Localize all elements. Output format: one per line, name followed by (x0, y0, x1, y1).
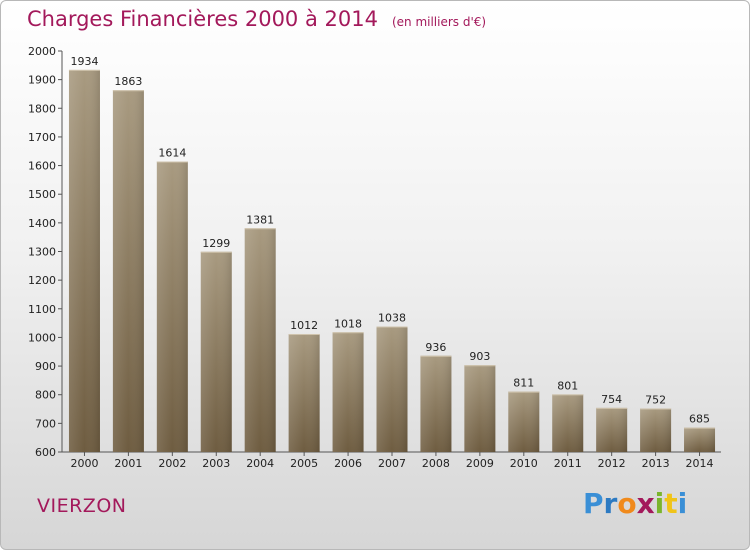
x-tick-label-2009: 2009 (466, 457, 494, 470)
logo-letter: i (677, 487, 688, 520)
x-tick-label-2005: 2005 (290, 457, 318, 470)
y-tick-label: 2000 (28, 45, 56, 58)
y-tick-label: 1400 (28, 217, 56, 230)
bar-shade-2012 (596, 407, 628, 452)
bar-shade-2014 (684, 427, 716, 452)
chart-title-text: Charges Financières 2000 à 2014 (27, 7, 378, 31)
data-label-2014: 685 (689, 413, 710, 426)
x-tick-label-2010: 2010 (510, 457, 538, 470)
data-label-2006: 1018 (334, 317, 362, 330)
bar-shade-2011 (552, 394, 584, 452)
data-labels: 1934 1863 1614 1299 1381 1012 1018 1038 936 903 81… (70, 55, 710, 426)
city-name: VIERZON (37, 495, 127, 517)
data-label-2008: 936 (425, 341, 446, 354)
x-tick-label-2008: 2008 (422, 457, 450, 470)
proxiti-logo: Proxiti (583, 487, 687, 520)
bar-shade-2002 (156, 161, 188, 452)
y-tick-label: 1700 (28, 131, 56, 144)
bar-shade-2000 (68, 69, 100, 452)
data-label-2002: 1614 (158, 147, 186, 160)
x-tick-label-2014: 2014 (686, 457, 714, 470)
data-label-2009: 903 (469, 350, 490, 363)
x-tick-label-2007: 2007 (378, 457, 406, 470)
bar-shade-2004 (244, 228, 276, 452)
y-tick-label: 900 (35, 360, 56, 373)
bar-shade-2008 (420, 355, 452, 452)
x-tick-label-2001: 2001 (114, 457, 142, 470)
logo-letter: r (603, 487, 618, 520)
bar-shade-2007 (376, 326, 408, 452)
logo-letter: i (654, 487, 665, 520)
y-tick-label: 700 (35, 417, 56, 430)
logo-letter: o (617, 487, 637, 520)
data-label-2007: 1038 (378, 312, 406, 325)
y-tick-label: 1800 (28, 102, 56, 115)
bar-shade-2013 (640, 408, 672, 452)
data-label-2012: 754 (601, 393, 622, 406)
data-label-2013: 752 (645, 393, 666, 406)
x-tick-label-2006: 2006 (334, 457, 362, 470)
x-tick-label-2012: 2012 (598, 457, 626, 470)
data-label-2000: 1934 (70, 55, 98, 68)
y-tick-label: 1200 (28, 274, 56, 287)
x-tick-label-2003: 2003 (202, 457, 230, 470)
y-axis: 600 700 800 900 1000 1100 1200 1300 1400 1500 1600… (28, 45, 63, 459)
y-tick-label: 1500 (28, 188, 56, 201)
bar-shade-2009 (464, 365, 496, 452)
x-tick-label-2013: 2013 (642, 457, 670, 470)
y-tick-label: 1000 (28, 331, 56, 344)
y-tick-label: 1100 (28, 303, 56, 316)
bars (68, 69, 716, 452)
y-tick-label: 600 (35, 446, 56, 459)
data-label-2010: 811 (513, 377, 534, 390)
data-label-2004: 1381 (246, 213, 274, 226)
y-tick-label: 800 (35, 389, 56, 402)
chart-title: Charges Financières 2000 à 2014 (en milli… (27, 7, 486, 31)
bar-shade-2003 (200, 251, 232, 452)
x-tick-label-2011: 2011 (554, 457, 582, 470)
data-label-2011: 801 (557, 379, 578, 392)
bar-shade-2006 (332, 332, 364, 452)
x-tick-label-2002: 2002 (158, 457, 186, 470)
data-label-2005: 1012 (290, 319, 318, 332)
x-axis: 2000 2001 2002 2003 2004 2005 2006 2007 2008 2009… (62, 451, 721, 470)
x-tick-label-2000: 2000 (70, 457, 98, 470)
y-tick-label: 1600 (28, 160, 56, 173)
logo-letter: t (664, 487, 678, 520)
bar-shade-2001 (112, 90, 144, 452)
data-label-2001: 1863 (114, 75, 142, 88)
data-label-2003: 1299 (202, 237, 230, 250)
y-tick-label: 1300 (28, 246, 56, 259)
y-tick-label: 1900 (28, 74, 56, 87)
bar-shade-2005 (288, 333, 320, 452)
logo-letter: x (636, 487, 655, 520)
x-tick-label-2004: 2004 (246, 457, 274, 470)
bar-shade-2010 (508, 391, 540, 452)
logo-letter: P (583, 487, 604, 520)
chart-subtitle: (en milliers d'€) (391, 15, 487, 29)
